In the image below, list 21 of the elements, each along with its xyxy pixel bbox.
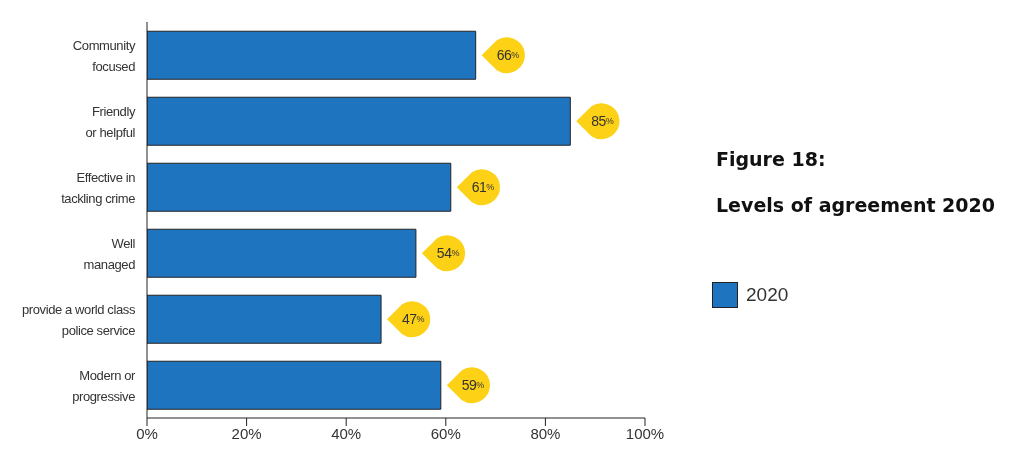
y-tick-label: Effective in tackling crime [61,169,136,205]
text: Figure 18: [716,147,827,172]
x-tick-label: 60% [430,424,461,442]
x-tick-label: 40% [331,424,362,442]
data-label: 85% [591,113,614,130]
legend-label: 2020 [746,284,789,306]
y-tick-label: provide a world class police service [22,301,136,337]
data-label: 59% [461,377,485,394]
data-label: 47% [402,311,425,328]
data-label: 66% [496,47,520,64]
data-label: 54% [436,245,460,262]
y-tick-label: Community focused [72,37,136,73]
x-tick-label: 0% [136,424,158,442]
y-tick-label: Modern or progressive [72,367,137,403]
text: Levels of agreement 2020 [716,193,995,218]
x-tick-label: 100% [625,424,665,442]
x-tick-label: 20% [231,424,262,442]
y-tick-label: Friendly or helpful [85,103,136,139]
x-tick-label: 80% [530,424,561,442]
y-tick-label: Well managed [83,235,136,271]
data-label: 61% [471,179,495,196]
